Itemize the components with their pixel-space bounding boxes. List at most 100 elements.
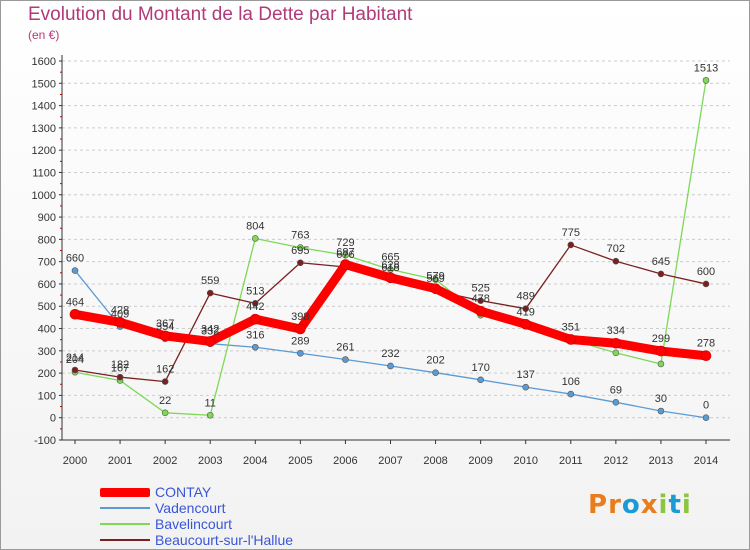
- y-tick-label: 1500: [32, 78, 56, 90]
- data-label: 167: [111, 362, 129, 374]
- data-label: 354: [156, 321, 174, 333]
- data-point: [432, 369, 439, 376]
- data-point: [159, 330, 171, 342]
- data-point: [342, 251, 349, 259]
- x-tick-label: 2010: [513, 455, 537, 467]
- data-point: [612, 257, 620, 265]
- x-tick-label: 2007: [378, 455, 402, 467]
- data-point: [522, 383, 530, 391]
- data-point: [385, 272, 396, 283]
- data-label: 22: [159, 395, 171, 407]
- data-point: [251, 235, 259, 242]
- y-tick-label: 800: [38, 234, 56, 246]
- data-point: [430, 283, 441, 294]
- data-point: [251, 300, 259, 307]
- x-tick-label: 2013: [649, 455, 673, 467]
- legend-swatch-beaucourt: [100, 539, 150, 541]
- data-label: 204: [66, 354, 84, 366]
- data-label: 202: [426, 355, 444, 367]
- data-point: [700, 350, 712, 362]
- data-label: 804: [246, 220, 264, 232]
- data-label: 489: [517, 291, 535, 303]
- logo-letter: t: [668, 490, 682, 520]
- y-tick-label: 1000: [32, 190, 56, 202]
- data-label: 0: [703, 400, 709, 412]
- x-tick-label: 2006: [333, 455, 357, 467]
- data-point: [520, 318, 532, 330]
- x-tick-label: 2002: [153, 455, 177, 467]
- data-label: 695: [291, 245, 309, 257]
- x-tick-label: 2000: [63, 455, 87, 467]
- y-tick-label: 1200: [32, 145, 56, 157]
- data-label: 687: [336, 247, 354, 259]
- y-tick-label: 600: [38, 279, 56, 291]
- legend: CONTAY Vadencourt Bavelincourt Beaucourt…: [100, 484, 293, 548]
- y-tick-label: 900: [38, 212, 56, 224]
- legend-item-beaucourt: Beaucourt-sur-l'Hallue: [100, 532, 293, 548]
- y-tick-label: 100: [38, 390, 56, 402]
- data-label: 442: [246, 301, 264, 313]
- y-tick-label: 700: [38, 257, 56, 269]
- x-tick-label: 2012: [604, 455, 628, 467]
- data-label: 513: [246, 285, 264, 297]
- data-label: 289: [291, 335, 309, 347]
- y-tick-label: 1300: [32, 123, 56, 135]
- legend-item-bavelincourt: Bavelincourt: [100, 516, 293, 532]
- data-label: 182: [111, 359, 129, 371]
- data-label: 367: [156, 318, 174, 330]
- data-label: 628: [381, 260, 399, 272]
- data-point: [477, 297, 484, 304]
- data-label: 559: [201, 275, 219, 287]
- data-label: 351: [562, 321, 580, 333]
- data-point: [612, 349, 620, 357]
- data-label: 69: [610, 384, 622, 396]
- legend-label: Beaucourt-sur-l'Hallue: [155, 532, 294, 548]
- data-point: [655, 345, 667, 357]
- data-point: [657, 360, 665, 368]
- data-label: 702: [607, 243, 625, 255]
- data-label: 579: [426, 271, 444, 283]
- data-point: [69, 308, 81, 320]
- data-label: 660: [66, 253, 84, 265]
- data-label: 299: [652, 333, 670, 345]
- legend-swatch-bavelincourt: [100, 523, 150, 525]
- x-tick-label: 2003: [198, 455, 222, 467]
- data-point: [432, 276, 439, 283]
- data-point: [71, 366, 79, 374]
- data-label: 11: [205, 397, 216, 409]
- data-point: [297, 259, 304, 267]
- data-point: [71, 267, 79, 274]
- data-label: 775: [562, 227, 580, 239]
- data-point: [342, 356, 349, 363]
- data-point: [161, 409, 169, 417]
- data-point: [206, 411, 214, 419]
- data-point: [522, 305, 530, 312]
- data-label: 316: [246, 329, 264, 341]
- data-label: 645: [652, 256, 670, 268]
- legend-swatch-contay: [100, 487, 150, 497]
- data-point: [657, 407, 665, 415]
- legend-swatch-vadencourt: [100, 507, 150, 509]
- logo-letter: i: [658, 490, 669, 520]
- data-label: 342: [201, 323, 219, 335]
- data-point: [477, 376, 484, 384]
- data-label: 569: [426, 273, 444, 285]
- data-label: 30: [655, 393, 667, 405]
- data-label: 409: [111, 309, 129, 321]
- data-point: [297, 244, 304, 251]
- data-label: 428: [111, 304, 129, 316]
- data-label: 419: [517, 306, 535, 318]
- data-label: 332: [201, 326, 219, 338]
- chart-subtitle: (en €): [28, 28, 60, 42]
- data-point: [702, 77, 710, 84]
- y-tick-label: 300: [38, 346, 56, 358]
- data-label: 665: [381, 251, 399, 263]
- legend-label: Vadencourt: [155, 500, 226, 516]
- data-point: [702, 414, 710, 422]
- data-label: 261: [336, 342, 354, 354]
- legend-item-contay: CONTAY: [100, 484, 293, 500]
- data-point: [340, 259, 351, 270]
- logo-letter: o: [621, 490, 641, 520]
- data-label: 232: [381, 348, 399, 360]
